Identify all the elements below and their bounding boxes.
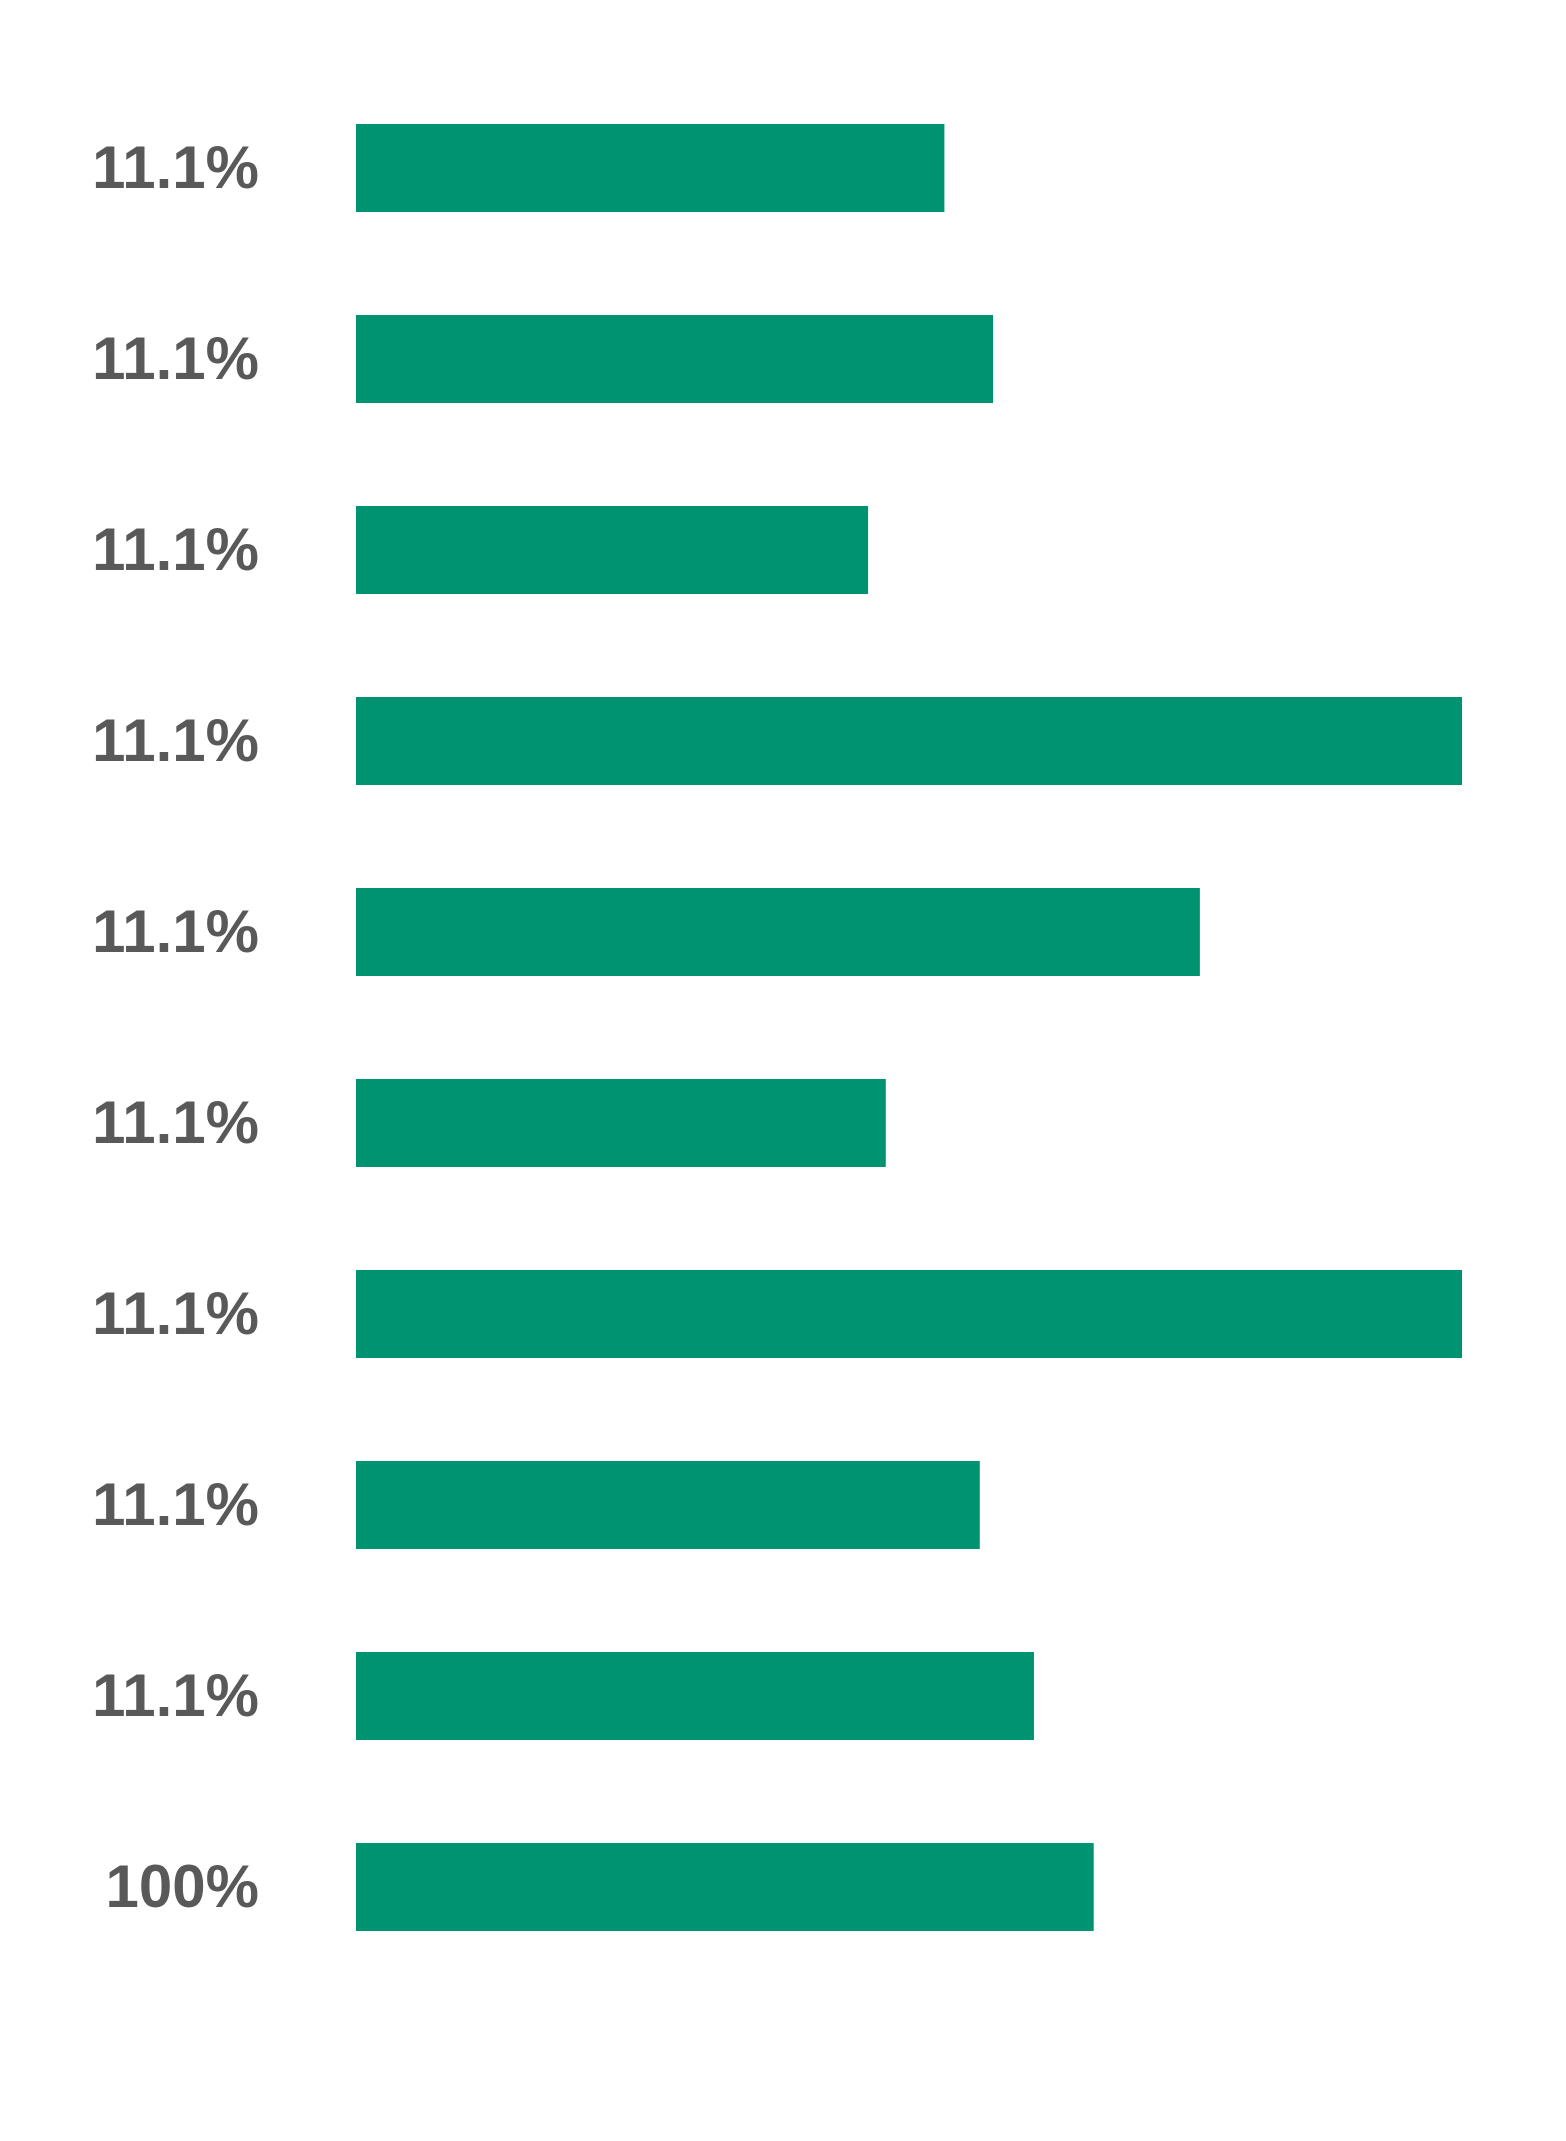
bar <box>356 1270 1462 1358</box>
bar <box>356 1079 886 1167</box>
category-label: 11.1% <box>92 1471 259 1538</box>
bar <box>356 697 1462 785</box>
category-label: 11.1% <box>92 898 259 965</box>
bar <box>356 124 945 212</box>
category-label: 11.1% <box>92 1280 259 1347</box>
category-label: 11.1% <box>92 325 259 392</box>
category-label: 100% <box>106 1853 259 1920</box>
category-label: 11.1% <box>92 1662 259 1729</box>
bar <box>356 1843 1094 1931</box>
category-label: 11.1% <box>92 707 259 774</box>
bar <box>356 888 1200 976</box>
bar <box>356 1461 980 1549</box>
category-label: 11.1% <box>92 1089 259 1156</box>
category-label: 11.1% <box>92 516 259 583</box>
bar <box>356 1652 1034 1740</box>
bar <box>356 506 869 594</box>
bar <box>356 315 994 403</box>
category-label: 11.1% <box>92 134 259 201</box>
